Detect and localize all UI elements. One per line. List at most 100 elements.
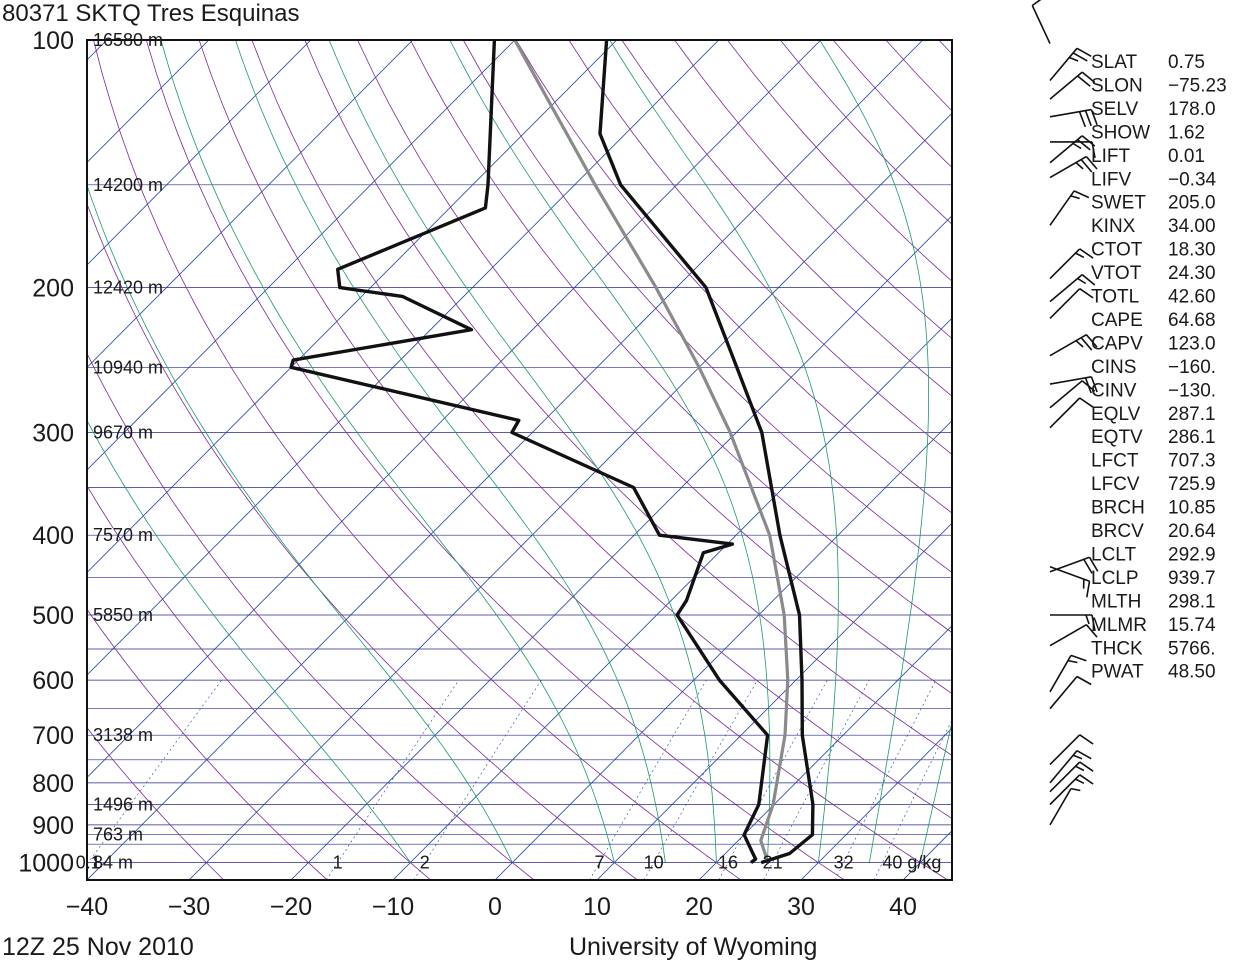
index-name: CINS [1091,357,1136,378]
index-value: 64.68 [1168,310,1216,331]
index-name: MLTH [1091,591,1141,612]
wind-barb-feather [1032,0,1045,6]
temperature-tick-label: 20 [685,893,713,921]
index-name: CAPE [1091,310,1143,331]
wind-barb-feather [1080,735,1093,744]
wind-barb-staff [1050,191,1074,225]
dewpoint-profile [291,40,767,863]
index-name: THCK [1091,638,1143,659]
index-name: LCLT [1091,545,1136,566]
moist-adiabat-line [60,90,513,863]
index-value: −130. [1168,380,1216,401]
dry-adiabat-line [0,40,534,880]
wind-barb [1050,567,1090,598]
wind-barb-feather [1087,581,1090,597]
height-label: 14200 m [93,175,163,195]
wind-barb [1050,789,1080,825]
isotherm-line [0,40,413,880]
index-name: EQLV [1091,404,1141,425]
wind-barb-staff [1050,398,1080,428]
wind-barb-staff [1050,289,1080,319]
index-value: 205.0 [1168,193,1216,214]
index-value: −75.23 [1168,76,1227,97]
dry-adiabat-line [727,40,1234,880]
mixing-ratio-label: 1 [333,853,343,873]
temperature-tick-label: 30 [787,893,815,921]
index-name: SLAT [1091,52,1138,73]
wind-barb-feather [1068,661,1077,663]
wind-barb-feather [1071,196,1080,199]
index-value: 20.64 [1168,521,1216,542]
isotherm-line [0,40,5,880]
index-value: 24.30 [1168,263,1216,284]
isotherm-line [0,40,515,880]
wind-barb-staff [1050,275,1082,302]
wind-barb-feather [1071,789,1080,791]
index-name: EQTV [1091,427,1143,448]
wind-barb-staff [1032,6,1050,44]
wind-barb [1050,249,1093,279]
temperature-tick-label: −20 [270,893,312,921]
wind-barb-staff [1050,110,1091,117]
wind-barb-feather [1074,191,1089,198]
index-name: SHOW [1091,122,1150,143]
index-value: 292.9 [1168,545,1216,566]
moist-adiabat-line [236,40,666,863]
wind-barb-staff [1050,557,1090,571]
index-name: CINV [1091,380,1137,401]
temperature-tick-label: −10 [372,893,414,921]
wind-barb [1050,775,1093,805]
index-value: 10.85 [1168,498,1216,519]
index-value: 34.00 [1168,216,1216,237]
wind-barb-staff [1050,735,1080,765]
index-name: LIFT [1091,146,1130,167]
pressure-tick-label: 700 [32,722,74,750]
isotherm-line [87,40,923,880]
index-value: 1.62 [1168,122,1205,143]
index-value: 0.01 [1168,146,1205,167]
index-value: 48.50 [1168,662,1216,683]
wind-barb-staff [1050,381,1082,408]
dry-adiabat-line [0,40,224,880]
chart-title: 80371 SKTQ Tres Esquinas [2,0,300,27]
wind-barb [1050,275,1095,302]
wind-barb-feather [1076,253,1084,257]
height-label: 5850 m [93,605,153,625]
index-name: LFCT [1091,451,1139,472]
mixing-ratio-line [326,680,459,880]
pressure-tick-label: 1000 [18,850,74,878]
wind-barb-feather [1076,163,1083,169]
index-value: −160. [1168,357,1216,378]
wind-barb-feather [1073,144,1081,149]
wind-barb [1050,289,1093,319]
dry-adiabat-line [305,40,1155,880]
index-name: BRCH [1091,498,1145,519]
pressure-tick-label: 500 [32,602,74,630]
mixing-ratio-label: 32 [834,853,854,873]
wind-barb-staff [1050,48,1077,80]
wind-barbs [1032,0,1098,825]
mixing-ratio-line [764,680,870,880]
pressure-tick-label: 100 [32,27,74,55]
height-label: 7570 m [93,525,153,545]
isotherm-line [699,40,1234,880]
pressure-tick-label: 900 [32,812,74,840]
wind-barb-staff [1050,249,1080,279]
profiles [291,40,813,863]
temperature-tick-label: 0 [488,893,502,921]
pressure-tick-label: 200 [32,275,74,303]
parcel-path [515,40,788,859]
wind-barb [1050,335,1097,356]
temperature-tick-label: 40 [889,893,917,921]
dry-adiabat-line [780,40,1234,880]
observation-time: 12Z 25 Nov 2010 [2,933,194,961]
wind-barb [1032,0,1050,44]
index-value: 298.1 [1168,591,1216,612]
index-value: 5766. [1168,638,1216,659]
mixing-ratio-label: 10 [644,853,664,873]
index-value: 178.0 [1168,99,1216,120]
index-name: VTOT [1091,263,1142,284]
index-value: 286.1 [1168,427,1216,448]
pressure-tick-label: 800 [32,770,74,798]
